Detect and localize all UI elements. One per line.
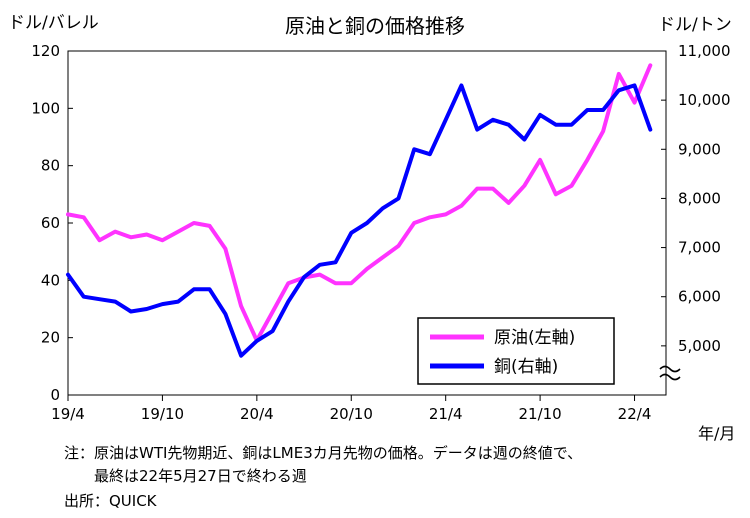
series-line-crude-oil xyxy=(66,63,653,343)
x-tick-label: 19/4 xyxy=(51,405,85,423)
legend-label-crude-oil: 原油(左軸) xyxy=(494,328,575,348)
x-tick-label: 22/4 xyxy=(618,405,652,423)
axis-break-wave xyxy=(659,373,681,381)
right-tick-label: 11,000 xyxy=(678,42,731,60)
axis-break-symbol xyxy=(659,365,681,381)
right-tick-label: 7,000 xyxy=(678,239,721,257)
right-tick-label: 6,000 xyxy=(678,288,721,306)
footnote-line-1: 注：原油はWTI先物期近、銅はLME3カ月先物の価格。データは週の終値で、 xyxy=(64,444,583,462)
legend-box xyxy=(417,317,615,385)
right-tick-label: 10,000 xyxy=(678,91,731,109)
left-tick-label: 100 xyxy=(31,99,60,117)
axis-break-wave xyxy=(659,365,681,373)
footnote-line-2: 最終は22年5月27日で終わる週 xyxy=(94,467,307,485)
left-tick-label: 40 xyxy=(41,271,60,289)
right-tick-label: 8,000 xyxy=(678,189,721,207)
chart-title: 原油と銅の価格推移 xyxy=(285,14,465,38)
left-tick-label: 120 xyxy=(31,42,60,60)
x-tick-label: 20/4 xyxy=(240,405,274,423)
left-axis-ticks: 0 20 40 60 80 100 120 xyxy=(31,42,73,404)
left-tick-label: 0 xyxy=(50,386,60,404)
x-tick-label: 21/4 xyxy=(429,405,463,423)
series-lines xyxy=(66,63,653,358)
x-axis-unit: 年/月 xyxy=(698,424,736,443)
x-tick-label: 19/10 xyxy=(141,405,184,423)
left-axis-unit: ドル/バレル xyxy=(8,13,99,33)
x-tick-label: 21/10 xyxy=(518,405,561,423)
x-tick-label: 20/10 xyxy=(330,405,373,423)
right-axis-ticks: 5,000 6,000 7,000 8,000 9,000 10,000 11,000 xyxy=(661,42,731,355)
left-tick-label: 80 xyxy=(41,157,60,175)
right-tick-label: 5,000 xyxy=(678,337,721,355)
legend: 原油(左軸) 銅(右軸) xyxy=(417,317,615,385)
left-tick-label: 20 xyxy=(41,329,60,347)
series-line-copper xyxy=(66,83,653,358)
left-tick-label: 60 xyxy=(41,214,60,232)
x-axis-ticks: 19/4 19/10 20/4 20/10 21/4 21/10 22/4 xyxy=(51,395,651,423)
right-tick-label: 9,000 xyxy=(678,140,721,158)
source-note: 出所：QUICK xyxy=(64,492,157,510)
legend-label-copper: 銅(右軸) xyxy=(494,357,558,377)
right-axis-unit: ドル/トン xyxy=(658,15,732,35)
